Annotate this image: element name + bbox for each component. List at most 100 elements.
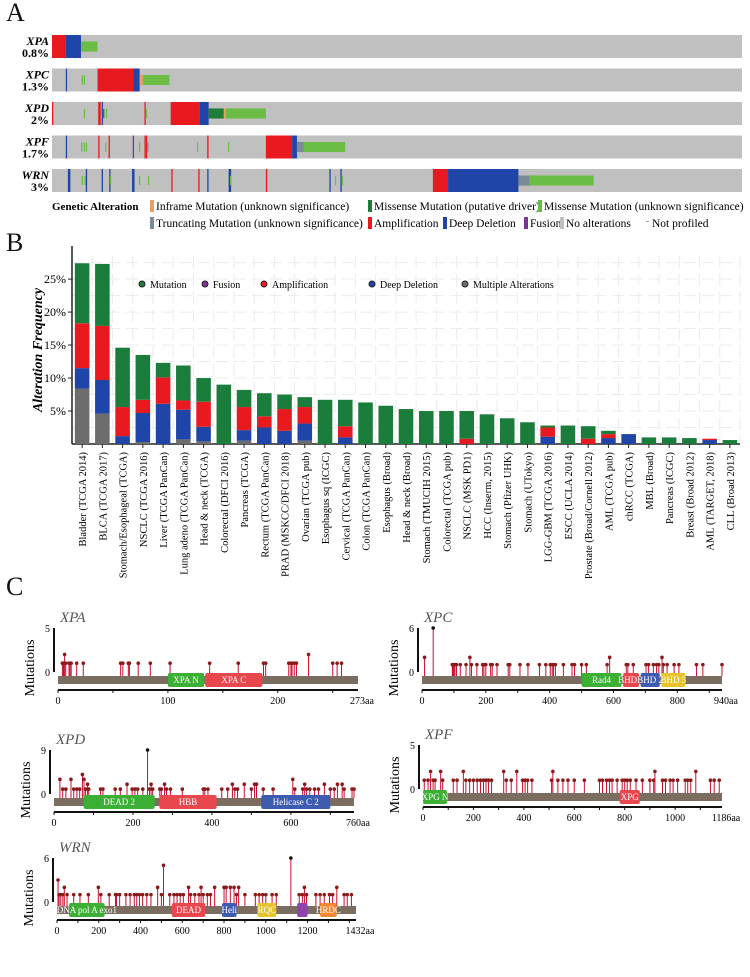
- legend-label: Truncating Mutation (unknown significanc…: [156, 218, 363, 230]
- mutation-head: [69, 661, 73, 665]
- mutation-head: [130, 787, 134, 791]
- mutation-head: [514, 769, 519, 774]
- domain-label: Heli: [222, 905, 238, 915]
- gene-title: XPC: [423, 610, 453, 626]
- mutation-head: [78, 892, 82, 897]
- mutation-head: [65, 892, 69, 897]
- x-tick-label: 1000: [256, 926, 276, 937]
- protein-domain: [69, 903, 105, 917]
- mutation-head: [657, 662, 661, 667]
- mutation-head: [147, 787, 152, 791]
- bar-segment-mutation: [580, 426, 596, 439]
- gene-title: XPD: [55, 732, 85, 748]
- domain-label: BHD 2: [637, 675, 663, 685]
- mutation-head: [300, 892, 305, 897]
- mutation-head: [69, 777, 73, 782]
- protein-domain: [320, 903, 337, 917]
- alteration-block-amplification: [52, 35, 66, 58]
- mutation-head: [178, 892, 182, 897]
- y-max-label: 6: [409, 624, 414, 635]
- bar-group: [95, 263, 110, 444]
- domain-label: DEAD 2: [103, 797, 135, 807]
- domain-label: DEAD: [176, 905, 201, 915]
- mutation-head: [235, 787, 240, 791]
- mutation-head: [249, 787, 254, 791]
- alteration-tick-amplification: [98, 135, 100, 159]
- mutation-head: [175, 892, 179, 897]
- x-tick-label: Prostate (Broad/Cornell 2012): [584, 452, 595, 578]
- mutation-head: [458, 662, 463, 667]
- x-tick-label: LGG-GBM (TCGA 2016): [544, 452, 555, 563]
- length-label: 940aa: [714, 696, 738, 707]
- mutation-head: [225, 787, 230, 791]
- mutation-head: [197, 892, 201, 897]
- mutation-head: [199, 885, 203, 890]
- alteration-percent: 1.3%: [22, 80, 49, 94]
- alteration-tick-amplification: [98, 102, 101, 125]
- mutation-head: [61, 892, 65, 897]
- bar-segment-deep-deletion: [702, 440, 717, 444]
- x-tick-label: 0: [56, 696, 61, 707]
- mutation-head: [207, 661, 212, 665]
- bar-segment-amplification: [702, 438, 717, 441]
- mutation-head: [646, 662, 651, 667]
- bar-segment-mutation: [337, 399, 353, 427]
- mutation-head: [306, 652, 311, 657]
- bar-segment-amplification: [540, 427, 555, 437]
- bar-group: [439, 411, 454, 444]
- bar-segment-mutation: [459, 411, 475, 439]
- legend-label: Fusion: [213, 280, 240, 291]
- mutation-head: [328, 787, 333, 791]
- bar-group: [520, 422, 535, 444]
- alteration-tick-amplification: [144, 135, 146, 159]
- bar-segment-mutation: [257, 393, 272, 417]
- legend-item-deep_deletion: Deep Deletion: [443, 217, 516, 230]
- no-alteration-track: [52, 35, 742, 58]
- alteration-block-deep_deletion: [133, 68, 140, 92]
- bar-segment-amplification: [277, 409, 292, 431]
- x-tick-label: Esophagus sq (ICGC): [321, 452, 332, 545]
- alteration-tick-deep_deletion: [65, 68, 68, 92]
- x-tick-label: chRCC (TCGA): [625, 452, 636, 522]
- legend-item-no_alteration: No alterations: [560, 217, 631, 230]
- mutation-head: [342, 787, 346, 791]
- bar-group: [297, 397, 313, 444]
- bar-segment-multiple-alterations: [95, 413, 110, 444]
- bar-group: [176, 365, 191, 444]
- mutation-head: [270, 892, 274, 897]
- mutation-head: [168, 787, 173, 791]
- mutation-head: [132, 892, 137, 897]
- mutation-head: [685, 778, 690, 782]
- legend-swatch: [150, 217, 154, 229]
- alteration-tick-amplification: [265, 169, 268, 192]
- legend-item: Mutation: [138, 280, 187, 291]
- mutation-head: [297, 892, 302, 897]
- mutation-head: [186, 885, 191, 890]
- y-tick-label: 5%: [50, 404, 66, 418]
- mutation-head: [579, 662, 584, 667]
- mutation-head: [607, 778, 612, 782]
- gene-label: XPD: [24, 101, 49, 115]
- y-axis-title: Mutations: [19, 762, 34, 819]
- mutation-head: [236, 661, 241, 665]
- x-tick-label: Cervical (TCGA PanCan): [341, 452, 352, 561]
- bar-segment-mutation: [682, 438, 697, 444]
- mutation-head: [254, 782, 259, 787]
- legend-swatch: [368, 200, 372, 212]
- y-axis-title: Mutations: [387, 640, 402, 697]
- alteration-tick-amplification: [145, 135, 148, 159]
- mutation-head: [304, 787, 309, 791]
- mutation-head: [489, 778, 494, 782]
- bar-segment-deep-deletion: [601, 438, 616, 444]
- alteration-tick-missense_unknown: [138, 142, 141, 152]
- mutation-head: [720, 662, 724, 667]
- mutation-head: [693, 769, 698, 774]
- bar-segment-mutation: [236, 389, 252, 408]
- bar-segment-deep-deletion: [621, 434, 636, 444]
- bar-group: [277, 394, 292, 444]
- mutation-head: [128, 892, 132, 897]
- bar-segment-mutation: [358, 402, 373, 444]
- bar-segment-deep-deletion: [337, 437, 353, 444]
- mutation-head: [164, 787, 169, 791]
- y-axis-title: Alteration Frequency: [31, 287, 46, 413]
